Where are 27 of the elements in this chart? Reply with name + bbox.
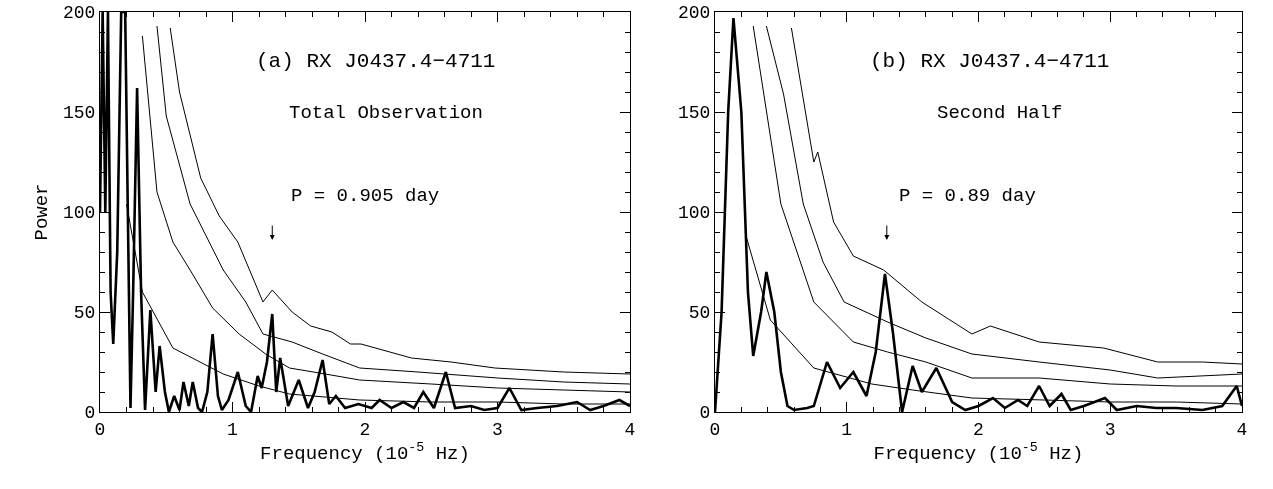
x-tick-label: 2 xyxy=(973,419,984,440)
x-tick-label: 4 xyxy=(624,419,636,440)
y-tick-label: 100 xyxy=(677,203,711,224)
x-tick-label: 3 xyxy=(492,419,503,440)
y-tick-label: 0 xyxy=(84,403,96,424)
y-tick-label: 0 xyxy=(699,403,711,424)
annotation: P = 0.89 day xyxy=(899,185,1036,207)
y-axis-title: Power xyxy=(30,183,53,241)
y-tick-label: 150 xyxy=(677,103,711,124)
x-tick-label: 2 xyxy=(359,419,371,440)
annotation: P = 0.905 day xyxy=(291,185,440,207)
y-tick-label: 50 xyxy=(73,303,96,324)
y-tick-label: 150 xyxy=(62,103,96,124)
x-tick-label: 3 xyxy=(1104,419,1116,440)
x-tick-label: 4 xyxy=(1236,419,1248,440)
y-tick-label: 50 xyxy=(688,303,711,324)
text: (b) RX J0437.4−4711 xyxy=(870,50,1110,73)
y-tick-label: 200 xyxy=(62,3,96,24)
x-tick-label: 1 xyxy=(227,419,238,440)
text: Total Observation xyxy=(289,102,483,124)
x-axis-title: Frequency (10$^{-5}$ Hz) xyxy=(873,439,1084,465)
y-tick-label: 200 xyxy=(677,3,711,24)
y-tick-label: 100 xyxy=(62,203,96,224)
text: Second Half xyxy=(937,102,1063,124)
x-axis-title: Frequency (10$^{-5}$ Hz) xyxy=(260,439,470,465)
text: (a) RX J0437.4−4711 xyxy=(256,50,496,73)
x-tick-label: 1 xyxy=(841,419,853,440)
